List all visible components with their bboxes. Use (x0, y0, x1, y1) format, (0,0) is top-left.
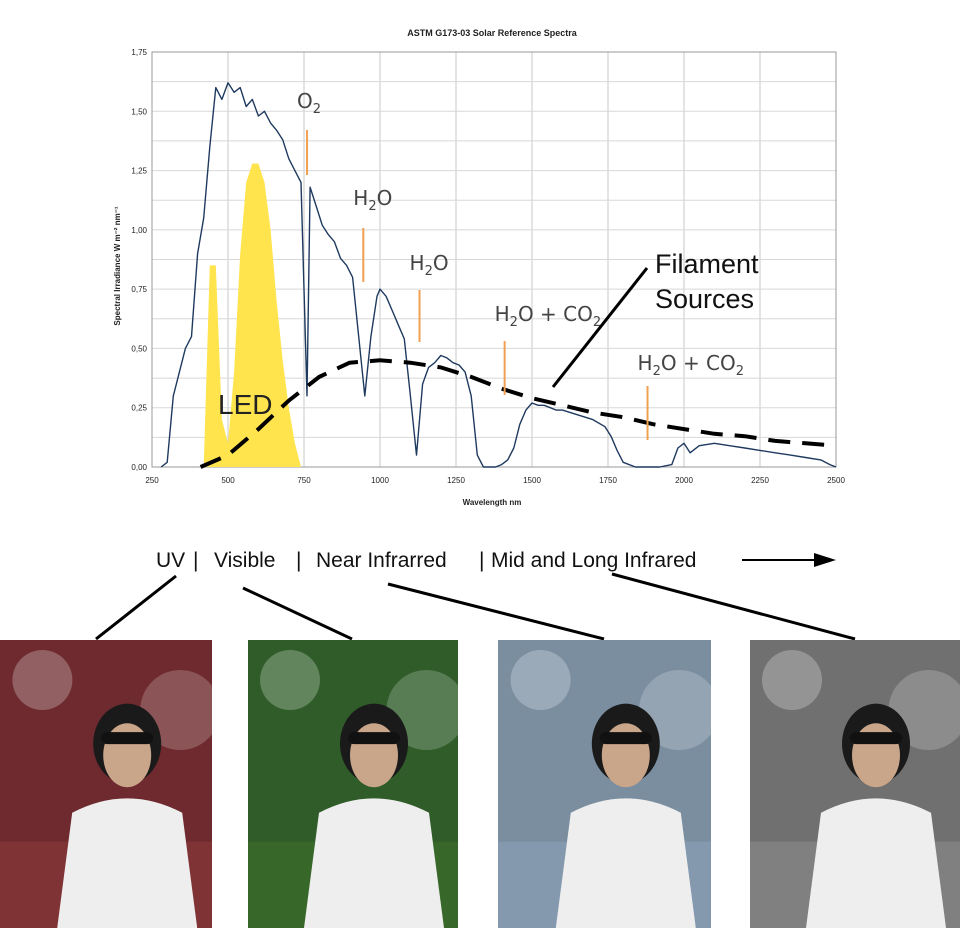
photo-uv (0, 640, 212, 928)
series-led (203, 163, 301, 467)
y-axis-label: Spectral Irradiance W m⁻² nm⁻¹ (113, 206, 122, 325)
y-tick-label: 1,00 (131, 226, 147, 235)
photo-visible (248, 640, 458, 928)
band-connectors (95, 572, 856, 640)
y-tick-label: 1,25 (131, 167, 147, 176)
absorption-label: H2O + CO2 (495, 302, 602, 330)
x-tick-label: 1000 (371, 476, 389, 485)
series-filament (199, 358, 837, 469)
band-sep-3: | (479, 549, 484, 572)
x-tick-label: 1500 (523, 476, 541, 485)
y-axis-ticks: 0,00 0,25 0,50 0,75 1,00 1,25 1,50 1,75 (131, 48, 147, 472)
portrait-illustration (750, 640, 960, 928)
x-tick-label: 1750 (599, 476, 617, 485)
x-tick-label: 750 (297, 476, 311, 485)
portrait-illustration (248, 640, 458, 928)
portrait-illustration (0, 640, 212, 928)
absorption-label: H2O (353, 186, 392, 214)
spectrum-bands: UV | Visible | Near Infrarred | Mid and … (156, 549, 836, 572)
y-tick-label: 1,75 (131, 48, 147, 57)
band-uv: UV (156, 549, 185, 572)
photo-mid-long-ir (750, 640, 960, 928)
chart-title: ASTM G173-03 Solar Reference Spectra (407, 28, 578, 38)
band-sep-2: | (296, 549, 301, 572)
filament-label-line2: Sources (655, 284, 754, 314)
y-tick-label: 0,75 (131, 285, 147, 294)
connector-visible (242, 586, 353, 640)
filament-pointer-line (551, 267, 649, 388)
connector-uv (95, 574, 177, 640)
x-axis-ticks: 250 500 750 1000 1250 1500 1750 2000 2250 2500 (145, 476, 845, 485)
absorption-label: H2O + CO2 (638, 351, 745, 379)
y-tick-label: 0,50 (131, 344, 147, 353)
series-solar-spectrum (160, 82, 837, 468)
band-visible: Visible (214, 549, 275, 572)
band-near-ir: Near Infrarred (316, 549, 447, 572)
absorption-annotations: O2 H2O H2O H2O + CO2 H2O + CO2 (297, 89, 744, 440)
x-tick-label: 500 (221, 476, 235, 485)
x-tick-label: 2000 (675, 476, 693, 485)
x-tick-label: 2250 (751, 476, 769, 485)
filament-label-line1: Filament (655, 249, 759, 279)
absorption-label: H2O (410, 251, 449, 279)
x-tick-label: 2500 (827, 476, 845, 485)
y-tick-label: 0,25 (131, 404, 147, 413)
band-sep-1: | (193, 549, 198, 572)
portrait-illustration (498, 640, 711, 928)
connector-near-ir (387, 582, 605, 640)
arrow-head-icon (814, 553, 836, 567)
spectrum-chart: ASTM G173-03 Solar Reference Spectra 250… (95, 28, 856, 640)
photo-near-ir (498, 640, 711, 928)
x-tick-label: 250 (145, 476, 159, 485)
y-tick-label: 0,00 (131, 463, 147, 472)
led-label: LED (218, 389, 272, 420)
x-tick-label: 1250 (447, 476, 465, 485)
x-axis-label: Wavelength nm (463, 498, 522, 507)
series-layer (160, 82, 837, 469)
y-tick-label: 1,50 (131, 107, 147, 116)
absorption-label: O2 (297, 89, 321, 117)
connector-mid-long-ir (611, 572, 856, 640)
band-mid-long-ir: Mid and Long Infrared (491, 549, 696, 572)
